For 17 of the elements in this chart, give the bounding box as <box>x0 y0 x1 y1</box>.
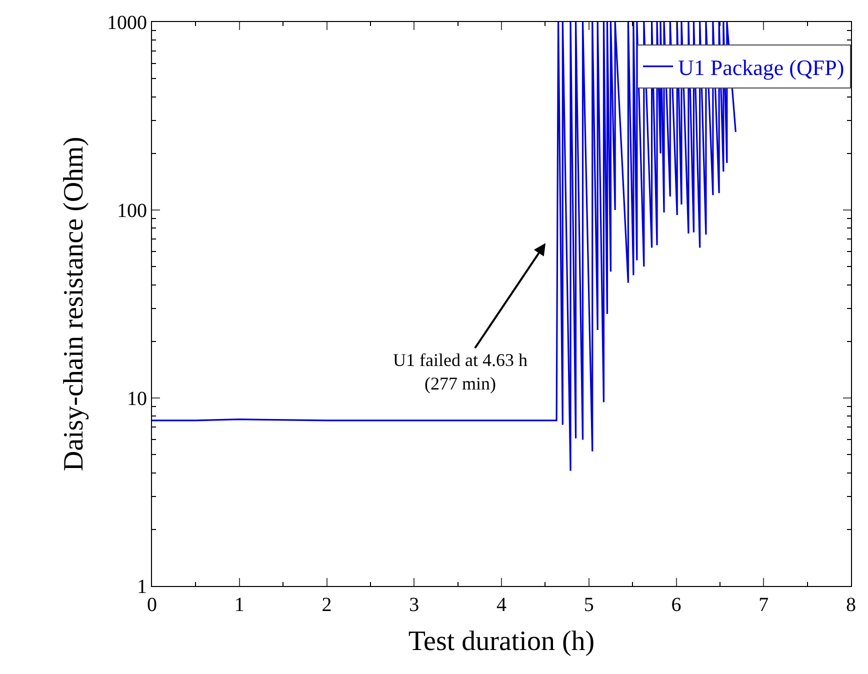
y-axis-title: Daisy-chain resistance (Ohm) <box>58 136 90 472</box>
x-tick-label: 5 <box>584 594 594 616</box>
x-tick-label: 8 <box>846 594 856 616</box>
x-tick-label: 6 <box>671 594 682 616</box>
x-tick-label: 7 <box>758 594 769 616</box>
annotation: U1 failed at 4.63 h (277 min) <box>393 350 528 394</box>
x-tick-label: 4 <box>496 594 506 616</box>
x-tick-label: 0 <box>147 594 157 616</box>
legend-label: U1 Package (QFP) <box>678 54 844 80</box>
x-tick-label: 2 <box>322 594 332 616</box>
y-tick-label: 100 <box>117 200 147 222</box>
x-tick-label: 1 <box>234 594 244 616</box>
x-axis-title: Test duration (h) <box>408 626 595 658</box>
y-tick-label: 10 <box>127 388 147 410</box>
x-tick-label: 3 <box>409 594 420 616</box>
y-tick-label: 1 <box>137 576 147 598</box>
y-tick-label: 1000 <box>107 12 147 34</box>
